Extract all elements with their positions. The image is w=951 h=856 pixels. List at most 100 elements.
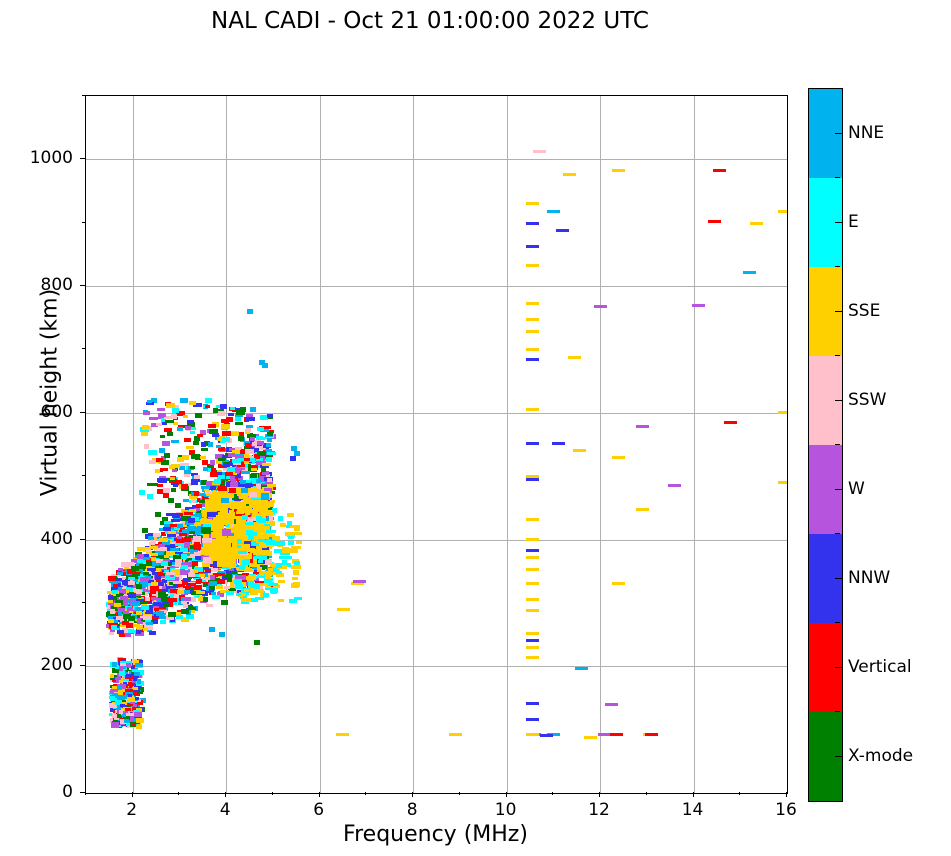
data-point — [229, 583, 236, 589]
data-point — [126, 623, 134, 628]
data-point — [127, 704, 132, 708]
data-point — [119, 695, 128, 700]
page-title: NAL CADI - Oct 21 01:00:00 2022 UTC — [211, 8, 649, 34]
data-point — [239, 564, 246, 570]
data-point — [134, 711, 143, 717]
data-point — [161, 560, 169, 566]
data-point — [260, 531, 272, 536]
y-axis-tick — [80, 158, 85, 160]
data-point — [119, 662, 126, 666]
data-point — [532, 150, 546, 154]
data-point — [209, 486, 217, 491]
data-point — [107, 619, 114, 624]
data-point — [192, 402, 202, 407]
data-point — [216, 444, 222, 448]
data-point — [239, 552, 252, 559]
gridline-vertical — [506, 96, 508, 793]
data-point — [174, 594, 180, 599]
data-point — [257, 556, 266, 564]
data-point — [137, 669, 145, 675]
data-point — [237, 590, 244, 595]
data-point — [118, 671, 125, 677]
data-point — [546, 209, 560, 213]
data-point — [246, 308, 253, 314]
data-point — [245, 414, 253, 418]
data-point — [266, 545, 272, 550]
data-point — [204, 543, 213, 549]
data-point — [135, 663, 144, 667]
data-point — [122, 682, 127, 686]
data-point — [114, 676, 121, 680]
data-point — [141, 528, 148, 534]
data-point — [264, 534, 275, 538]
data-point — [778, 411, 787, 415]
data-point — [241, 595, 247, 601]
data-point — [252, 571, 259, 576]
data-point — [214, 556, 224, 562]
colorbar-boundary-tick — [835, 266, 840, 268]
data-point — [193, 440, 200, 445]
data-point — [264, 524, 273, 528]
data-point — [173, 581, 183, 585]
data-point — [227, 412, 234, 416]
data-point — [127, 616, 135, 622]
data-point — [112, 589, 119, 594]
data-point — [525, 645, 539, 649]
data-point — [112, 619, 118, 624]
data-point — [188, 531, 196, 534]
data-point — [215, 514, 227, 519]
data-point — [612, 169, 626, 173]
data-point — [196, 590, 206, 594]
data-point — [155, 553, 164, 558]
data-point — [244, 509, 255, 514]
colorbar-boundary-tick — [835, 177, 840, 179]
data-point — [251, 557, 260, 564]
data-point — [250, 474, 258, 479]
data-point — [228, 493, 235, 498]
data-point — [173, 572, 180, 578]
data-point — [291, 445, 298, 451]
data-point — [128, 628, 135, 633]
data-point — [259, 555, 268, 561]
data-point — [241, 470, 251, 474]
data-point — [266, 540, 276, 546]
data-point — [186, 614, 195, 620]
data-point — [248, 535, 255, 541]
data-point — [193, 569, 199, 573]
data-point — [109, 616, 118, 621]
data-point — [195, 578, 202, 584]
data-point — [157, 408, 166, 412]
data-point — [556, 228, 570, 232]
x-axis-tick — [318, 792, 320, 797]
data-point — [180, 547, 189, 552]
data-point — [158, 448, 165, 454]
data-point — [230, 579, 236, 584]
data-point — [259, 525, 270, 530]
data-point — [264, 578, 274, 582]
data-point — [143, 628, 149, 632]
data-point — [183, 545, 191, 549]
data-point — [241, 515, 248, 521]
data-point — [262, 501, 275, 508]
data-point — [248, 531, 257, 536]
data-point — [185, 556, 195, 561]
data-point — [221, 555, 228, 561]
data-point — [237, 544, 243, 548]
data-point — [272, 584, 280, 588]
data-point — [193, 576, 199, 580]
data-point — [232, 450, 241, 455]
data-point — [152, 619, 158, 625]
data-point — [525, 347, 539, 351]
x-axis-tick-label: 6 — [313, 800, 325, 820]
data-point — [171, 519, 181, 523]
data-point — [264, 572, 272, 576]
data-point — [175, 411, 185, 417]
data-point — [217, 578, 226, 584]
data-point — [174, 526, 181, 531]
data-point — [189, 583, 195, 587]
data-point — [188, 608, 196, 613]
data-point — [525, 517, 539, 521]
data-point — [201, 578, 208, 582]
data-point — [236, 507, 247, 513]
